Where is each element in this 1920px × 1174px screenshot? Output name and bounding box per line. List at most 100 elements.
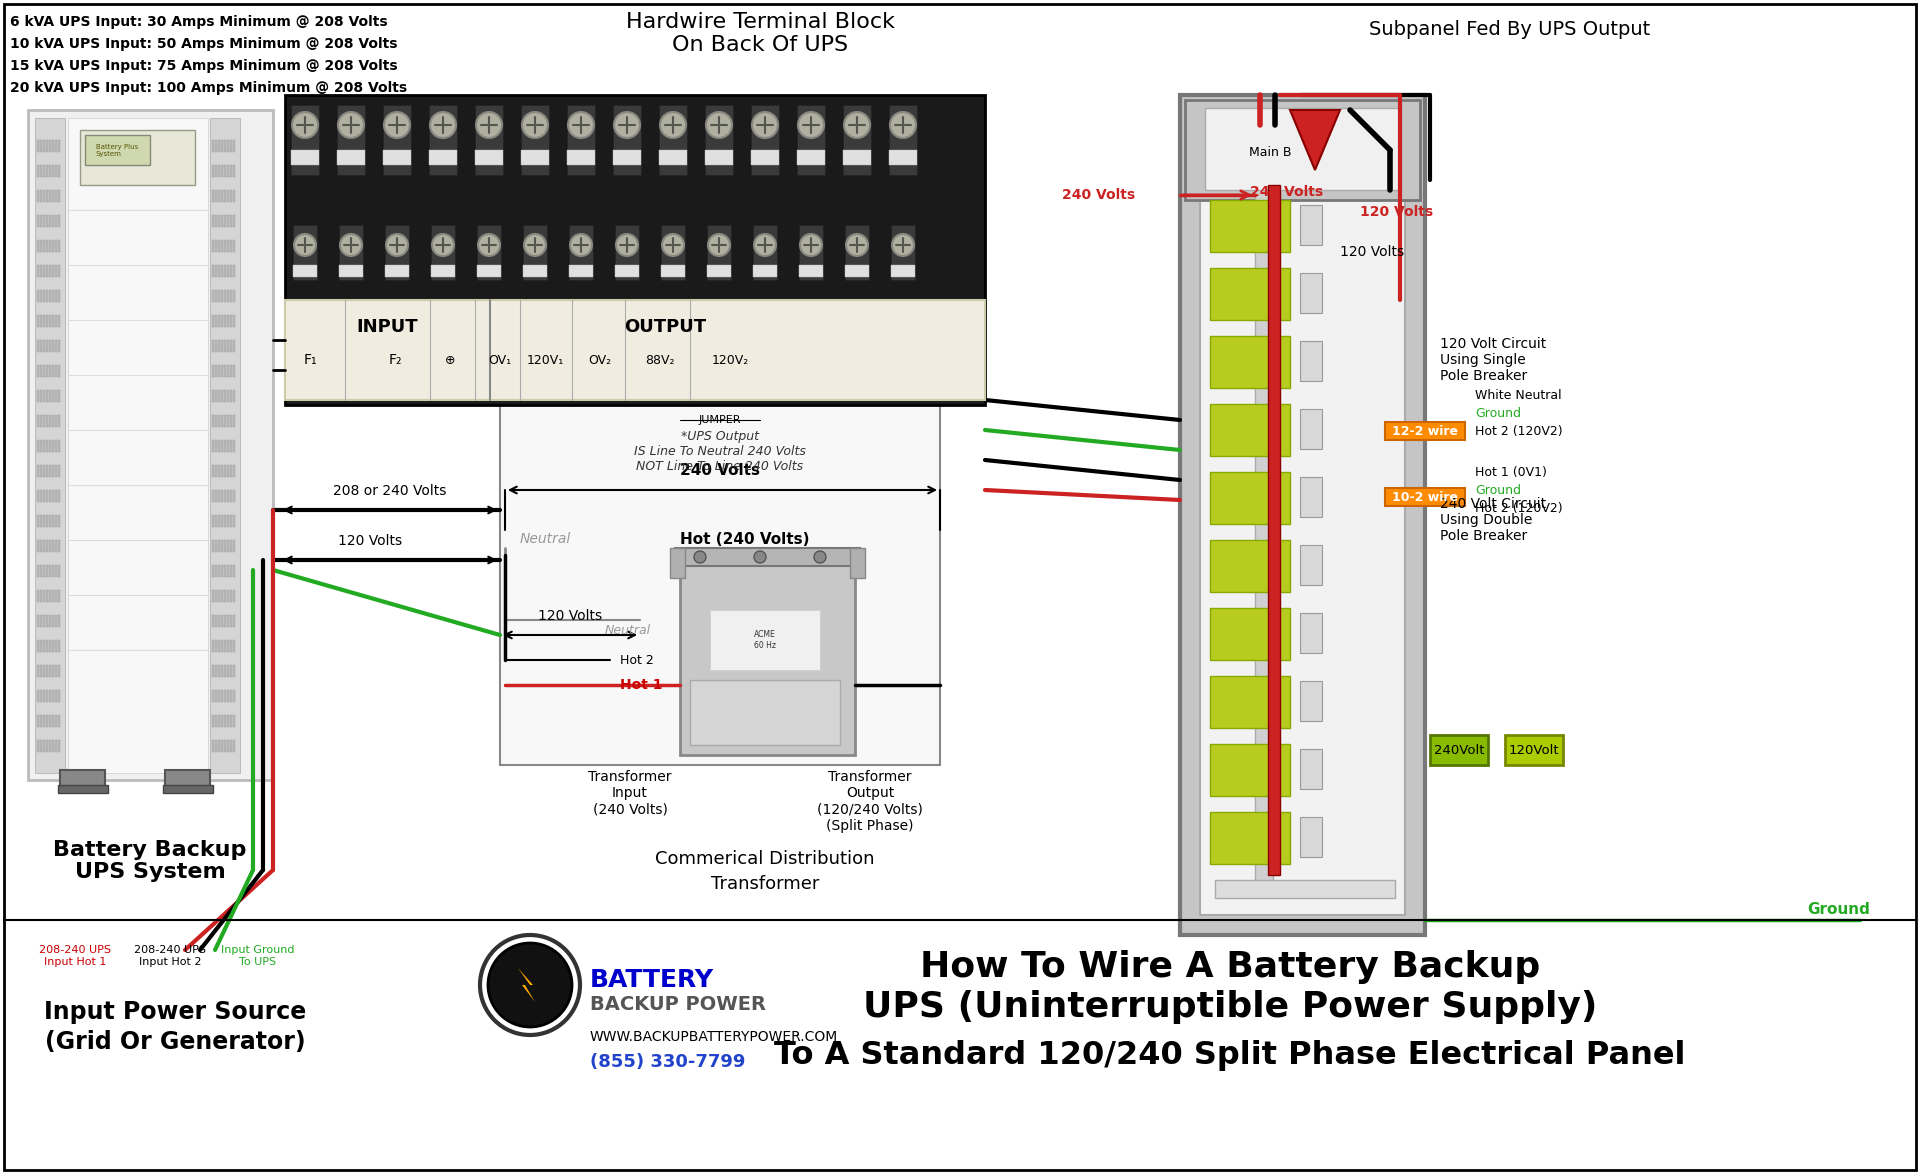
Bar	[40, 465, 42, 477]
Bar	[221, 140, 223, 151]
Text: To A Standard 120/240 Split Phase Electrical Panel: To A Standard 120/240 Split Phase Electr…	[774, 1040, 1686, 1071]
Bar	[46, 515, 48, 527]
Bar	[221, 215, 223, 227]
Bar	[58, 490, 60, 502]
Bar	[36, 490, 38, 502]
Text: Neutral: Neutral	[605, 623, 651, 636]
Bar	[219, 290, 221, 302]
Bar	[36, 440, 38, 452]
Circle shape	[660, 112, 685, 139]
Text: Transformer: Transformer	[710, 875, 820, 893]
Bar	[1300, 817, 1323, 857]
Bar	[227, 265, 228, 277]
Bar	[219, 166, 221, 177]
Bar	[659, 150, 687, 166]
Bar	[50, 715, 52, 727]
Bar	[56, 166, 58, 177]
Polygon shape	[1290, 110, 1340, 170]
Bar	[215, 414, 217, 427]
Bar	[230, 615, 232, 627]
Bar	[338, 104, 365, 175]
Bar	[211, 315, 213, 328]
Circle shape	[568, 112, 593, 139]
Bar	[50, 390, 52, 402]
Bar	[227, 390, 228, 402]
Bar	[221, 715, 223, 727]
Bar	[689, 680, 841, 745]
Bar	[225, 315, 227, 328]
Bar	[215, 239, 217, 252]
Bar	[1210, 124, 1331, 180]
Bar	[386, 265, 409, 277]
Bar	[227, 690, 228, 702]
Bar	[338, 150, 365, 166]
Circle shape	[707, 112, 732, 139]
Bar	[215, 640, 217, 652]
Text: Main B: Main B	[1248, 146, 1292, 158]
Bar	[211, 440, 213, 452]
Bar	[1300, 340, 1323, 382]
Bar	[230, 515, 232, 527]
Bar	[36, 365, 38, 377]
Bar	[52, 265, 54, 277]
Bar	[58, 414, 60, 427]
Bar	[753, 265, 778, 277]
Bar	[84, 135, 150, 166]
Bar	[227, 215, 228, 227]
Bar	[232, 414, 234, 427]
Text: 20 kVA UPS Input: 100 Amps Minimum @ 208 Volts: 20 kVA UPS Input: 100 Amps Minimum @ 208…	[10, 81, 407, 95]
Bar	[40, 515, 42, 527]
Bar	[215, 390, 217, 402]
Bar	[40, 440, 42, 452]
Bar	[219, 140, 221, 151]
Bar	[40, 615, 42, 627]
Bar	[232, 190, 234, 202]
Bar	[797, 150, 826, 166]
Bar	[81, 130, 196, 185]
Bar	[40, 490, 42, 502]
Text: Transformer
Output
(120/240 Volts)
(Split Phase): Transformer Output (120/240 Volts) (Spli…	[818, 770, 924, 832]
Bar	[46, 365, 48, 377]
Bar	[612, 104, 641, 175]
Bar	[225, 414, 227, 427]
Bar	[230, 664, 232, 677]
Bar	[42, 215, 44, 227]
Bar	[219, 640, 221, 652]
Bar	[40, 365, 42, 377]
Bar	[56, 365, 58, 377]
Bar	[1181, 95, 1425, 935]
Bar	[42, 615, 44, 627]
Bar	[219, 690, 221, 702]
Bar	[340, 265, 363, 277]
Bar	[56, 664, 58, 677]
Bar	[46, 540, 48, 552]
Text: Input Ground
To UPS: Input Ground To UPS	[221, 945, 296, 966]
Text: OUTPUT: OUTPUT	[624, 318, 707, 336]
Bar	[219, 540, 221, 552]
Bar	[40, 340, 42, 352]
Text: UPS System: UPS System	[75, 862, 225, 882]
Bar	[227, 166, 228, 177]
Bar	[474, 104, 503, 175]
Bar	[211, 290, 213, 302]
Bar	[46, 565, 48, 576]
Bar	[232, 515, 234, 527]
Bar	[52, 315, 54, 328]
Bar	[219, 740, 221, 753]
Text: 120 Volts: 120 Volts	[338, 534, 401, 548]
Circle shape	[893, 234, 914, 256]
Bar	[163, 785, 213, 792]
Bar	[42, 591, 44, 602]
Bar	[36, 664, 38, 677]
Bar	[219, 340, 221, 352]
Bar	[221, 591, 223, 602]
Bar	[52, 215, 54, 227]
Text: 120 Volt Circuit
Using Single
Pole Breaker: 120 Volt Circuit Using Single Pole Break…	[1440, 337, 1546, 383]
Text: 10 kVA UPS Input: 50 Amps Minimum @ 208 Volts: 10 kVA UPS Input: 50 Amps Minimum @ 208 …	[10, 38, 397, 50]
Bar	[46, 640, 48, 652]
Bar	[46, 591, 48, 602]
Bar	[232, 265, 234, 277]
Bar	[215, 290, 217, 302]
Bar	[232, 540, 234, 552]
Bar	[221, 390, 223, 402]
